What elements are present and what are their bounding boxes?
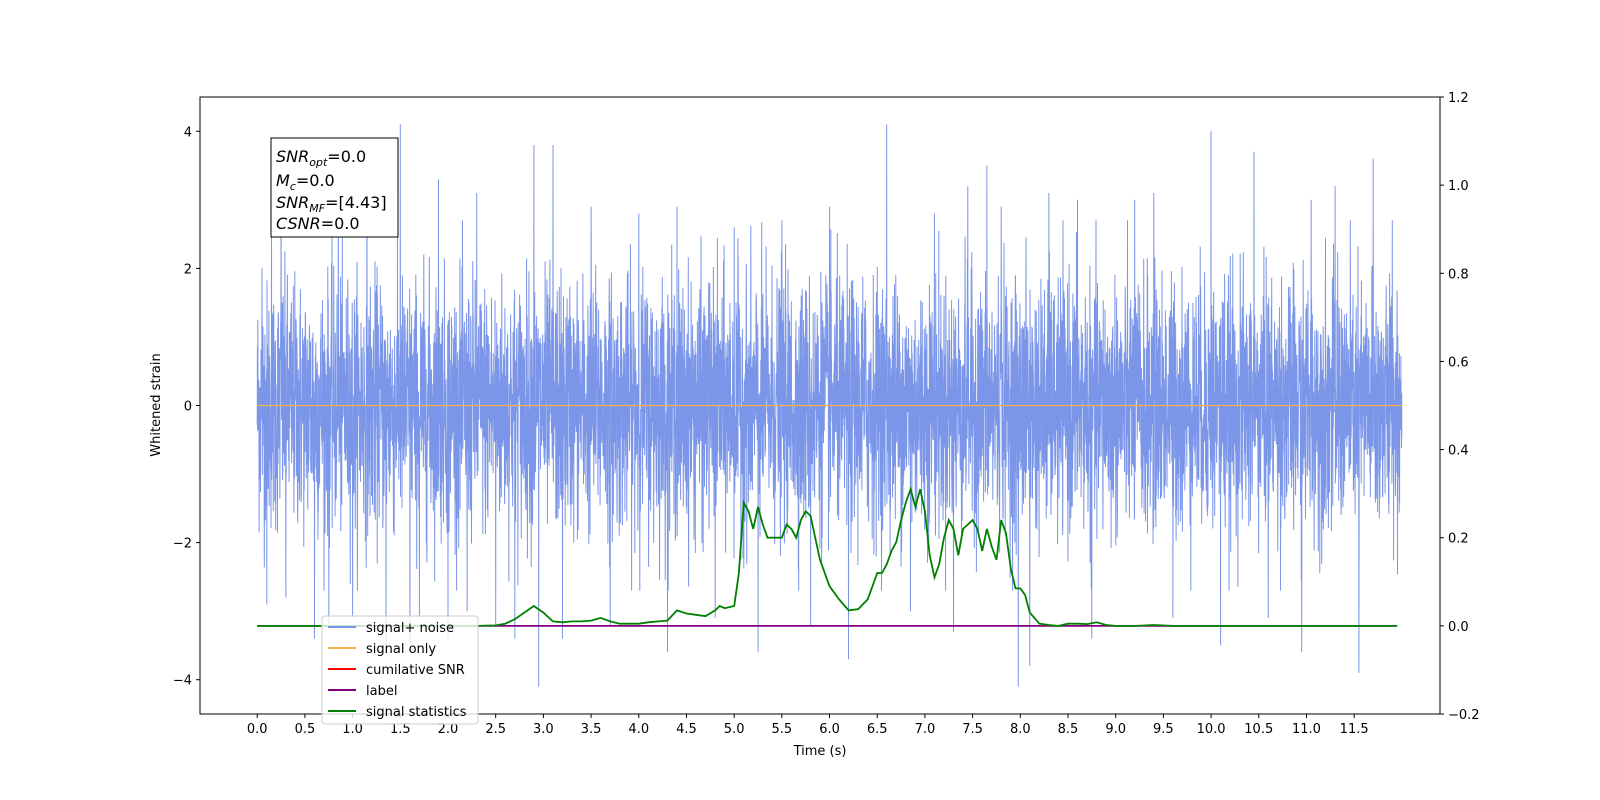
y2-tick-label: 0.0 bbox=[1448, 620, 1469, 635]
annotation-line-snr-opt: SNRopt=0.0 bbox=[276, 147, 366, 169]
x-tick-label: 9.5 bbox=[1153, 722, 1174, 737]
annotation-line-csnr: CSNR=0.0 bbox=[276, 214, 360, 233]
x-tick-label: 5.5 bbox=[772, 722, 793, 737]
legend-item-cumulative-snr: cumilative SNR bbox=[328, 663, 465, 678]
y2-tick-label: 0.6 bbox=[1448, 355, 1469, 370]
y-tick-label: 0 bbox=[184, 400, 192, 415]
x-tick-label: 9.0 bbox=[1105, 722, 1126, 737]
y-tick-label: −2 bbox=[173, 537, 192, 552]
annotation-line-mc: Mc=0.0 bbox=[276, 171, 335, 193]
x-axis-label: Time (s) bbox=[793, 744, 847, 759]
legend-label-cumulative-snr: cumilative SNR bbox=[366, 663, 465, 678]
x-tick-label: 4.0 bbox=[628, 722, 649, 737]
series-line-signal-noise bbox=[256, 124, 1403, 687]
y-tick-label: −4 bbox=[173, 674, 192, 689]
x-axis: 0.0 0.5 1.0 1.5 2.0 2.5 3.0 3.5 4.0 4.5 5.0 5.5 6.0 6… bbox=[247, 714, 1369, 737]
annotation-frame bbox=[270, 137, 399, 238]
y2-tick-label: −0.2 bbox=[1448, 708, 1480, 723]
legend-label-label: label bbox=[366, 684, 397, 699]
x-tick-label: 11.5 bbox=[1340, 722, 1369, 737]
y-tick-label: 4 bbox=[184, 125, 192, 140]
y2-tick-label: 0.4 bbox=[1448, 444, 1469, 459]
legend-label-signal-noise: signal+ noise bbox=[366, 621, 454, 636]
x-tick-label: 10.0 bbox=[1197, 722, 1226, 737]
x-tick-label: 2.5 bbox=[485, 722, 506, 737]
legend-frame bbox=[321, 615, 479, 725]
legend-label-signal-statistics: signal statistics bbox=[366, 705, 467, 720]
x-tick-label: 0.5 bbox=[295, 722, 316, 737]
x-tick-label: 1.5 bbox=[390, 722, 411, 737]
x-tick-label: 7.5 bbox=[962, 722, 983, 737]
x-tick-label: 3.0 bbox=[533, 722, 554, 737]
y-axis-label: Whitened strain bbox=[149, 353, 164, 456]
x-tick-label: 10.5 bbox=[1244, 722, 1273, 737]
y2-tick-label: 0.2 bbox=[1448, 532, 1469, 547]
x-tick-label: 1.0 bbox=[342, 722, 363, 737]
y-axis-right: −0.2 0.0 0.2 0.4 0.6 0.8 1.0 1.2 bbox=[1440, 91, 1480, 723]
x-tick-label: 8.0 bbox=[1010, 722, 1031, 737]
y-axis-left: −4 −2 0 2 4 bbox=[173, 125, 200, 689]
x-tick-label: 4.5 bbox=[676, 722, 697, 737]
x-tick-label: 11.0 bbox=[1292, 722, 1321, 737]
y2-tick-label: 1.0 bbox=[1448, 179, 1469, 194]
y2-tick-label: 1.2 bbox=[1448, 91, 1469, 106]
legend-item-signal-noise: signal+ noise bbox=[328, 621, 454, 636]
series-line-signal-statistics bbox=[257, 486, 1398, 627]
x-tick-label: 7.0 bbox=[915, 722, 936, 737]
legend-item-signal-statistics: signal statistics bbox=[328, 705, 467, 720]
x-tick-label: 3.5 bbox=[581, 722, 602, 737]
metrics-annotation-box: SNRopt=0.0 Mc=0.0 SNRMF=[4.43] CSNR=0.0 bbox=[270, 137, 399, 238]
legend: signal+ noise signal only cumilative SNR… bbox=[321, 615, 479, 725]
x-tick-label: 5.0 bbox=[724, 722, 745, 737]
y-tick-label: 2 bbox=[184, 262, 192, 277]
annotation-line-snr-mf: SNRMF=[4.43] bbox=[276, 193, 387, 215]
x-tick-label: 8.5 bbox=[1058, 722, 1079, 737]
legend-label-signal-only: signal only bbox=[366, 642, 436, 657]
y2-tick-label: 0.8 bbox=[1448, 267, 1469, 282]
legend-item-label: label bbox=[328, 684, 397, 699]
legend-item-signal-only: signal only bbox=[328, 642, 436, 657]
x-tick-label: 6.5 bbox=[867, 722, 888, 737]
x-tick-label: 2.0 bbox=[438, 722, 459, 737]
x-tick-label: 6.0 bbox=[819, 722, 840, 737]
x-tick-label: 0.0 bbox=[247, 722, 268, 737]
